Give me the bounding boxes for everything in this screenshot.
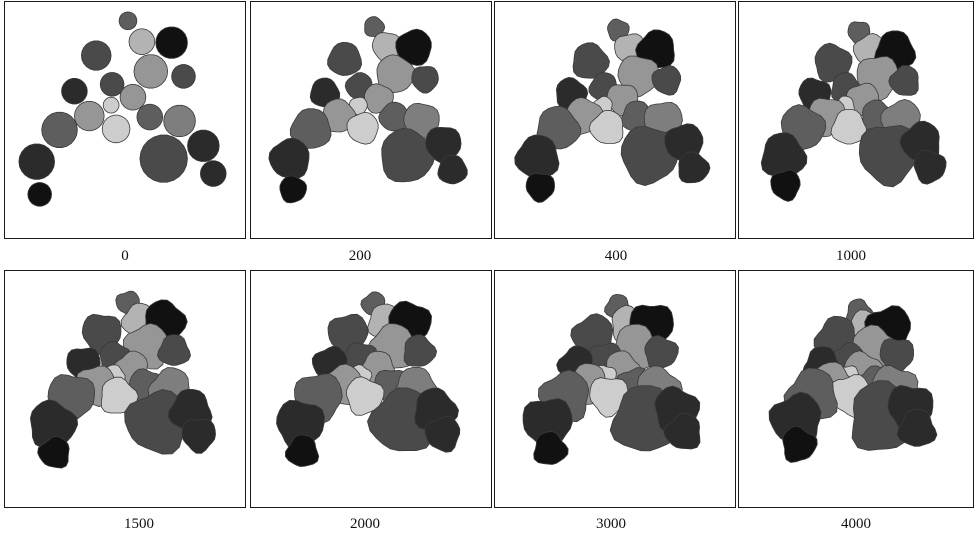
cell-blob xyxy=(181,418,216,454)
cell-blob xyxy=(289,108,332,149)
panel-label: 3000 xyxy=(596,516,626,532)
cell-blob xyxy=(620,125,679,186)
panel-2 xyxy=(494,1,736,239)
cell-blob xyxy=(61,78,88,105)
cell-blob xyxy=(533,431,569,465)
cell-blob xyxy=(678,151,711,184)
cell-blob xyxy=(155,26,188,59)
panel-label: 1500 xyxy=(124,516,154,532)
panel-7 xyxy=(738,270,974,508)
cell-blob xyxy=(101,114,131,144)
cell-blob xyxy=(367,387,433,452)
cell-blob xyxy=(99,72,125,97)
cell-blob xyxy=(136,103,164,131)
cell-blob xyxy=(437,154,468,185)
cell-blob xyxy=(830,108,868,145)
cell-blob xyxy=(381,127,436,183)
panel-1 xyxy=(250,1,492,239)
cell-blob xyxy=(74,100,105,132)
panel-6 xyxy=(494,270,736,508)
cell-blob xyxy=(514,134,560,179)
cell-blob xyxy=(102,96,120,114)
cell-blob xyxy=(651,65,682,96)
cell-blob xyxy=(327,42,363,76)
cell-blob xyxy=(187,129,220,162)
cell-blob xyxy=(644,335,679,371)
cell-blob xyxy=(411,66,439,94)
cell-blob xyxy=(124,389,188,455)
panel-label: 2000 xyxy=(350,516,380,532)
cell-blob xyxy=(663,412,701,450)
cell-blob xyxy=(285,434,320,467)
cell-blob xyxy=(403,334,438,367)
cell-blob xyxy=(119,84,147,111)
cell-blob xyxy=(268,137,310,179)
cell-blob xyxy=(27,182,53,207)
cell-blob xyxy=(782,425,818,463)
cell-blob xyxy=(913,149,947,185)
panel-3 xyxy=(738,1,974,239)
cell-blob xyxy=(171,64,196,89)
cell-blob xyxy=(525,173,556,203)
panel-label: 200 xyxy=(348,248,372,264)
cell-blob xyxy=(118,11,138,31)
cell-blob xyxy=(37,435,70,469)
panel-label: 4000 xyxy=(841,516,871,532)
cell-blob xyxy=(128,28,156,55)
cell-blob xyxy=(588,109,624,144)
cell-blob xyxy=(376,54,416,94)
cell-blob xyxy=(199,160,227,187)
cell-blob xyxy=(589,377,629,418)
cell-blob xyxy=(80,40,112,71)
cell-blob xyxy=(896,408,938,447)
panel-4 xyxy=(4,270,246,508)
cell-blob xyxy=(770,169,801,202)
cell-blob xyxy=(888,65,919,96)
cell-blob xyxy=(133,54,169,89)
cell-blob xyxy=(424,415,461,453)
panel-5 xyxy=(250,270,492,508)
cell-blob xyxy=(139,134,188,183)
panel-label: 0 xyxy=(121,248,129,264)
panel-0 xyxy=(4,1,246,239)
panel-label: 1000 xyxy=(836,248,866,264)
cell-blob xyxy=(163,104,196,138)
panel-label: 400 xyxy=(604,248,628,264)
cell-blob xyxy=(41,111,78,148)
cell-blob xyxy=(346,111,379,145)
cell-blob xyxy=(18,143,55,180)
cell-blob xyxy=(395,28,432,66)
cell-blob xyxy=(157,334,191,366)
cell-blob xyxy=(279,175,307,204)
